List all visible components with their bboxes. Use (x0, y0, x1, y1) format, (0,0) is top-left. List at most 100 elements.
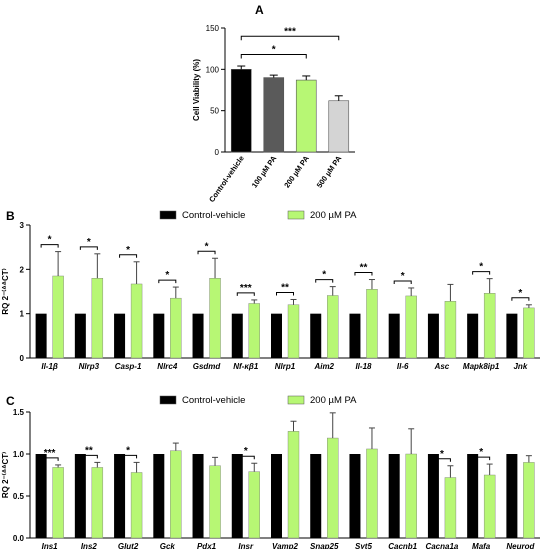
significance-label-a: *** (284, 26, 296, 37)
significance-label-b: * (479, 262, 483, 273)
bar-control-b-nf-1 (231, 313, 243, 358)
bar-a-100-m-pa (263, 77, 285, 153)
y-tick-label-a: 150 (206, 24, 220, 33)
x-tick-label-b: Mapk8ip1 (463, 362, 500, 371)
bar-pa-c-vamp2 (287, 431, 300, 539)
bar-pa-b-nlrp3 (91, 278, 104, 359)
bar-control-c-ins2 (74, 454, 86, 538)
y-tick-label-c: 1.0 (13, 450, 25, 459)
x-tick-label-b: Nf-κβ1 (233, 362, 259, 371)
significance-bracket-c (40, 457, 59, 461)
bar-pa-c-snap25 (327, 437, 339, 539)
x-tick-label-b: Asc (434, 362, 450, 371)
significance-bracket-b (511, 297, 530, 301)
legend-label-c: 200 µM PA (310, 395, 357, 406)
x-tick-label-a: 500 µM PA (315, 154, 344, 190)
bar-control-c-snap25 (310, 454, 322, 538)
panel-letter-c: C (6, 394, 15, 408)
bar-a-200-m-pa (295, 79, 317, 153)
legend-label-b: Control-vehicle (182, 210, 245, 221)
bar-pa-c-ins2 (91, 467, 104, 539)
bar-control-c-insr (231, 454, 243, 538)
bar-control-b-casp-1 (114, 313, 126, 358)
bar-pa-b-il-6 (405, 295, 417, 359)
chart-c: 0.0 0.5 1.0 1.5 RQ 2⁻⁽ᐞᐞCT⁾ Control-vehicle 20… (1, 395, 540, 549)
bar-pa-b-il-1 (52, 275, 64, 359)
significance-label-c: * (440, 449, 444, 460)
bar-a-500-m-pa (328, 100, 350, 153)
bar-pa-c-pdx1 (209, 465, 221, 539)
x-tick-label-b: Il-18 (355, 362, 372, 371)
significance-label-b: * (401, 271, 405, 282)
significance-bracket-c (236, 455, 255, 460)
bar-control-b-gsdmd (192, 313, 204, 358)
legend-swatch-b (287, 210, 305, 220)
bar-control-c-cacna1a (427, 454, 439, 538)
bar-control-b-nlrp3 (74, 313, 86, 358)
y-tick-label-a: 100 (206, 65, 220, 74)
significance-bracket-b (197, 250, 216, 255)
bar-pa-b-casp-1 (130, 283, 143, 359)
significance-bracket-c (79, 454, 98, 459)
legend-swatch-c (287, 395, 305, 405)
significance-bracket-a (240, 35, 340, 41)
significance-label-b: * (322, 270, 326, 281)
bar-pa-c-cacnb1 (405, 453, 417, 539)
legend-swatch-b (159, 210, 177, 220)
bar-control-b-nlrc4 (153, 313, 165, 358)
bar-pa-c-cacna1a (444, 477, 457, 539)
significance-label-b: * (165, 270, 169, 281)
bar-pa-b-nlrc4 (170, 297, 182, 359)
x-tick-label-b: Casp-1 (115, 362, 142, 371)
y-tick-label-c: 0.0 (13, 534, 25, 543)
significance-label-c: ** (85, 445, 93, 456)
significance-bracket-b (79, 246, 98, 250)
bar-control-b-nlrp1 (271, 313, 282, 358)
bar-pa-c-gck (170, 450, 182, 539)
bar-control-c-glut2 (114, 454, 126, 538)
panel-letter-a: A (255, 3, 264, 17)
chart-a: 0 50 100 150 Cell Viability (%) Control-vehic… (192, 24, 355, 204)
bar-control-c-vamp2 (271, 454, 282, 538)
bar-control-b-il-18 (349, 313, 361, 358)
bar-control-b-il-6 (388, 313, 400, 358)
legend-swatch-c (159, 395, 177, 405)
significance-label-b: * (126, 245, 130, 256)
bar-pa-c-mafa (483, 474, 496, 539)
significance-bracket-b (236, 292, 255, 296)
significance-bracket-b (472, 271, 491, 275)
bar-control-b-il-1 (35, 313, 47, 358)
y-tick-label-a: 0 (215, 148, 220, 157)
x-tick-label-c: Ins1 (42, 542, 59, 549)
y-tick-label-a: 50 (210, 107, 219, 116)
y-tick-label-b: 3 (20, 221, 25, 230)
bar-pa-c-insr (248, 471, 260, 539)
bar-control-c-mafa (467, 454, 479, 538)
x-tick-label-c: Ins2 (81, 542, 98, 549)
bar-pa-c-ins1 (52, 467, 64, 539)
bar-control-c-syt5 (349, 454, 361, 538)
significance-bracket-b (40, 244, 59, 248)
significance-label-a: * (272, 44, 276, 55)
significance-label-b: *** (240, 283, 252, 294)
bar-pa-b-il-18 (366, 289, 378, 359)
chart-b: 0 1 2 3 RQ 2⁻⁽ᐞᐞCT⁾ Control-vehicle 200 µM PA I… (1, 210, 540, 371)
x-tick-label-b: Nlrp1 (275, 362, 296, 371)
x-tick-label-c: Glut2 (118, 542, 139, 549)
x-tick-label-c: Cacna1a (425, 542, 458, 549)
bar-control-c-ins1 (35, 454, 47, 538)
x-tick-label-c: Mafa (472, 542, 491, 549)
bar-pa-c-glut2 (130, 472, 143, 539)
x-tick-label-a: Control-vehicle (207, 154, 246, 204)
y-tick-label-c: 1.5 (13, 408, 25, 417)
x-tick-label-a: 100 µM PA (250, 154, 279, 190)
y-axis-label-a: Cell Viability (%) (192, 59, 201, 121)
significance-label-b: * (518, 288, 522, 299)
y-tick-label-b: 0 (20, 354, 25, 363)
bar-control-c-neurod (506, 454, 518, 538)
x-tick-label-c: Gck (160, 542, 176, 549)
x-tick-label-b: Il-6 (397, 362, 409, 371)
y-axis-label-c: RQ 2⁻⁽ᐞᐞCT⁾ (1, 452, 10, 498)
significance-label-c: * (126, 445, 130, 456)
x-tick-label-c: Vamp2 (272, 542, 298, 549)
